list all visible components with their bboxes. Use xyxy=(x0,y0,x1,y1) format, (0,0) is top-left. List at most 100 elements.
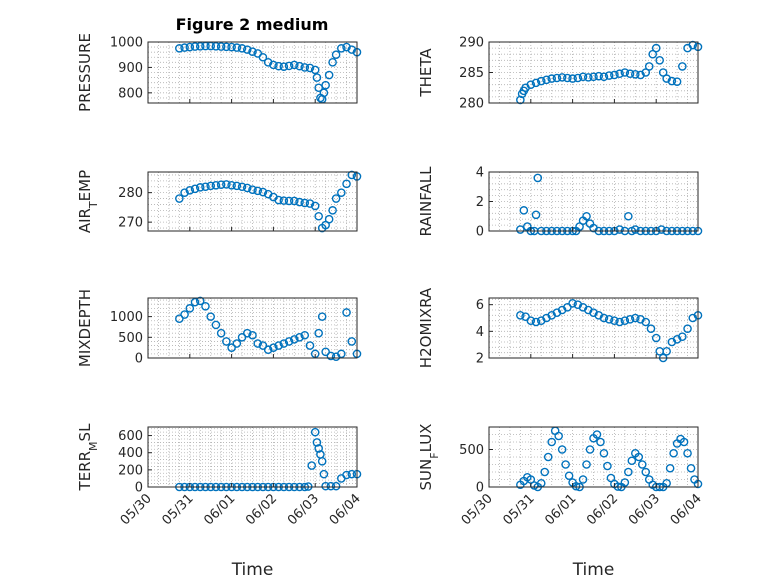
data-point xyxy=(289,60,299,70)
y-axis-label: AIRTEMP xyxy=(76,170,100,233)
data-point xyxy=(615,225,624,234)
data-point xyxy=(563,73,572,83)
x-tick-label: 05/30 xyxy=(459,491,496,528)
data-point xyxy=(603,461,612,471)
data-point xyxy=(201,301,210,311)
data-point xyxy=(195,183,205,192)
data-point xyxy=(328,206,337,215)
data-point xyxy=(253,339,263,348)
data-point xyxy=(678,62,687,71)
axes-box xyxy=(147,297,358,359)
y-axis-label: TERRMSL xyxy=(76,423,100,492)
data-point xyxy=(631,225,640,234)
data-point xyxy=(216,328,226,338)
data-point xyxy=(641,467,651,477)
data-point xyxy=(641,317,651,327)
data-point xyxy=(190,184,200,194)
panel-mixdepth: 0 500 1000 MIXDEPTH xyxy=(76,289,362,367)
x-tick-label: 05/30 xyxy=(118,491,155,528)
data-point xyxy=(279,339,289,348)
data-point xyxy=(295,61,304,71)
data-point xyxy=(317,312,327,321)
y-tick-label: 2 xyxy=(476,195,484,210)
data-point xyxy=(557,445,567,454)
data-point xyxy=(242,45,252,54)
x-tick-label: 06/02 xyxy=(243,491,280,528)
data-point xyxy=(185,185,195,195)
data-point xyxy=(561,460,570,469)
panel-sun-flux: 0 500 05/30 05/31 06/01 06/02 06/03 06/04 SUNFLU… xyxy=(417,424,705,580)
data-point xyxy=(321,80,330,90)
data-point xyxy=(599,72,609,82)
data-point xyxy=(237,182,247,192)
x-axis-label: Time xyxy=(231,560,274,580)
data-point xyxy=(175,44,184,53)
y-tick-label: 1000 xyxy=(110,36,143,51)
data-point xyxy=(592,430,602,439)
data-point xyxy=(310,65,320,75)
y-tick-label: 600 xyxy=(118,429,143,444)
panel-pressure: 800 900 1000 PRESSURE xyxy=(76,33,362,112)
y-tick-label: 0 xyxy=(476,481,484,496)
data-point xyxy=(516,225,525,234)
data-point xyxy=(300,198,310,208)
data-point xyxy=(305,341,315,350)
x-tick-label: 06/01 xyxy=(201,491,238,528)
axes-box xyxy=(147,41,358,104)
data-point xyxy=(222,42,231,52)
data-point xyxy=(610,316,619,325)
data-point xyxy=(678,332,687,341)
data-point xyxy=(295,333,304,342)
data-point xyxy=(321,481,330,491)
data-point xyxy=(269,60,278,70)
data-point xyxy=(319,88,329,98)
data-point xyxy=(331,50,341,60)
data-point xyxy=(604,315,614,324)
axes-box xyxy=(488,297,699,359)
data-point xyxy=(672,77,682,86)
x-tick-label: 05/31 xyxy=(160,491,197,528)
data-point xyxy=(274,195,283,205)
data-point xyxy=(258,341,268,350)
data-point xyxy=(631,313,640,323)
data-point xyxy=(651,43,661,53)
data-point xyxy=(248,185,257,194)
x-tick-label: 06/01 xyxy=(542,491,579,528)
data-point xyxy=(531,210,541,220)
data-point xyxy=(263,345,273,355)
data-point xyxy=(683,448,692,458)
data-point xyxy=(347,170,357,180)
data-point xyxy=(305,63,315,73)
data-point xyxy=(624,211,633,221)
y-tick-label: 285 xyxy=(459,66,484,81)
y-tick-label: 270 xyxy=(118,216,143,231)
data-point xyxy=(284,196,294,206)
y-tick-label: 900 xyxy=(118,61,143,76)
data-point xyxy=(232,43,242,52)
data-point xyxy=(232,339,242,348)
data-point xyxy=(542,75,551,85)
data-point xyxy=(337,188,346,197)
y-tick-label: 400 xyxy=(118,446,143,461)
y-tick-label: 0 xyxy=(135,352,143,367)
data-point xyxy=(625,315,635,324)
y-tick-label: 0 xyxy=(135,481,143,496)
data-point xyxy=(578,72,588,82)
data-point xyxy=(624,467,633,477)
data-point xyxy=(216,180,226,189)
figure-title: Figure 2 medium xyxy=(176,15,329,34)
data-point xyxy=(563,303,572,312)
data-point xyxy=(195,296,205,306)
data-point xyxy=(190,297,200,307)
data-point xyxy=(201,182,210,192)
data-point xyxy=(610,70,619,80)
data-point xyxy=(232,181,242,191)
data-point xyxy=(582,211,591,221)
data-point xyxy=(582,460,591,469)
data-point xyxy=(185,42,195,52)
data-point xyxy=(547,437,557,447)
data-point xyxy=(644,62,654,71)
data-point xyxy=(543,452,553,462)
data-point xyxy=(342,308,351,317)
y-axis-label: SUNFLUX xyxy=(417,424,441,491)
